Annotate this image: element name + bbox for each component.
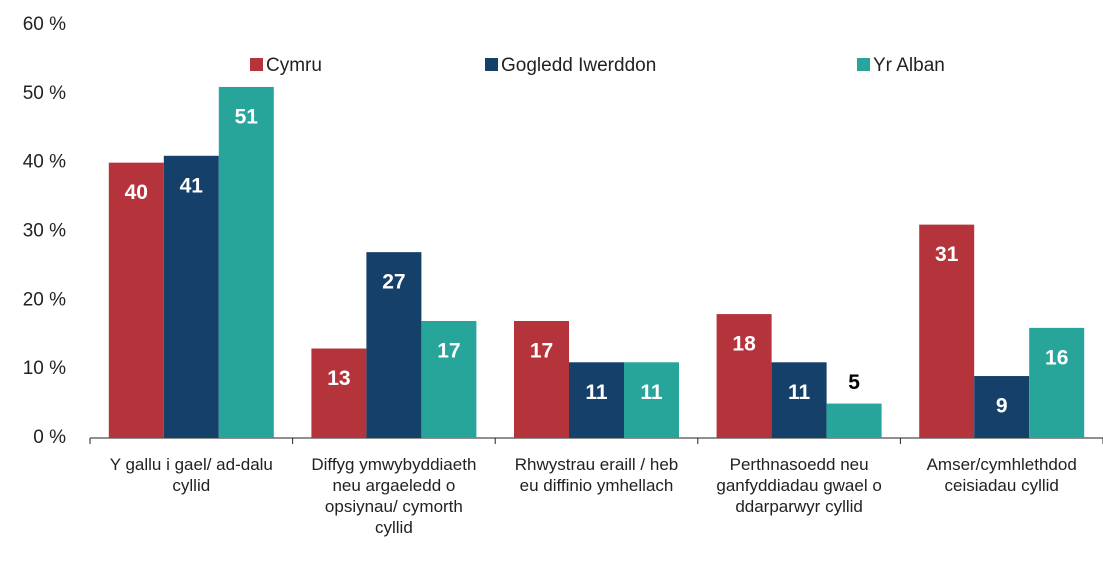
data-label: 31	[935, 243, 959, 266]
bar	[366, 252, 422, 438]
data-label: 51	[235, 105, 259, 128]
bar	[311, 348, 367, 438]
y-tick-label: 20 %	[23, 289, 66, 310]
data-label: 41	[180, 174, 204, 197]
x-tick-label: Rhwystrau eraill / heb eu diffinio ymhel…	[514, 455, 679, 495]
bar	[974, 376, 1030, 438]
legend-label: Yr Alban	[873, 55, 945, 76]
x-tick-label: Perthnasoedd neu ganfyddiadau gwael o dd…	[716, 455, 882, 516]
bar	[919, 224, 975, 438]
legend-swatch	[250, 58, 263, 71]
bar	[421, 320, 477, 438]
data-label: 13	[327, 367, 350, 390]
legend-label: Gogledd Iwerddon	[501, 55, 656, 76]
data-label: 17	[437, 340, 460, 363]
bar	[108, 162, 164, 438]
bar	[624, 362, 679, 438]
legend-swatch	[485, 58, 498, 71]
data-label: 18	[732, 333, 756, 356]
bar	[1029, 327, 1085, 438]
data-label: 16	[1045, 346, 1068, 369]
x-tick-label: Diffyg ymwybyddiaeth neu argaeledd o ops…	[311, 455, 477, 537]
bar	[716, 314, 772, 438]
y-tick-label: 30 %	[23, 221, 66, 242]
y-tick-label: 10 %	[23, 358, 66, 379]
data-label: 11	[585, 381, 608, 404]
bar	[514, 320, 569, 438]
y-tick-label: 40 %	[23, 152, 66, 173]
legend-label: Cymru	[266, 55, 322, 76]
bar	[163, 155, 219, 439]
data-label: 11	[640, 381, 663, 404]
data-label: 27	[382, 271, 405, 294]
bar	[218, 86, 274, 438]
legend-swatch	[857, 58, 870, 71]
data-label: 40	[125, 181, 148, 204]
bar	[826, 403, 882, 438]
data-label: 11	[788, 381, 811, 404]
data-label: 17	[530, 340, 553, 363]
y-tick-label: 50 %	[23, 83, 66, 104]
x-tick-label: Amser/cymhlethdod ceisiadau cyllid	[926, 455, 1077, 495]
bar	[569, 362, 624, 438]
bar	[771, 362, 827, 438]
data-label: 9	[996, 395, 1008, 418]
y-tick-label: 60 %	[23, 14, 66, 35]
x-tick-label: Y gallu i gael/ ad-dalu cyllid	[109, 455, 273, 495]
data-label: 5	[848, 371, 860, 394]
y-tick-label: 0 %	[33, 427, 66, 448]
